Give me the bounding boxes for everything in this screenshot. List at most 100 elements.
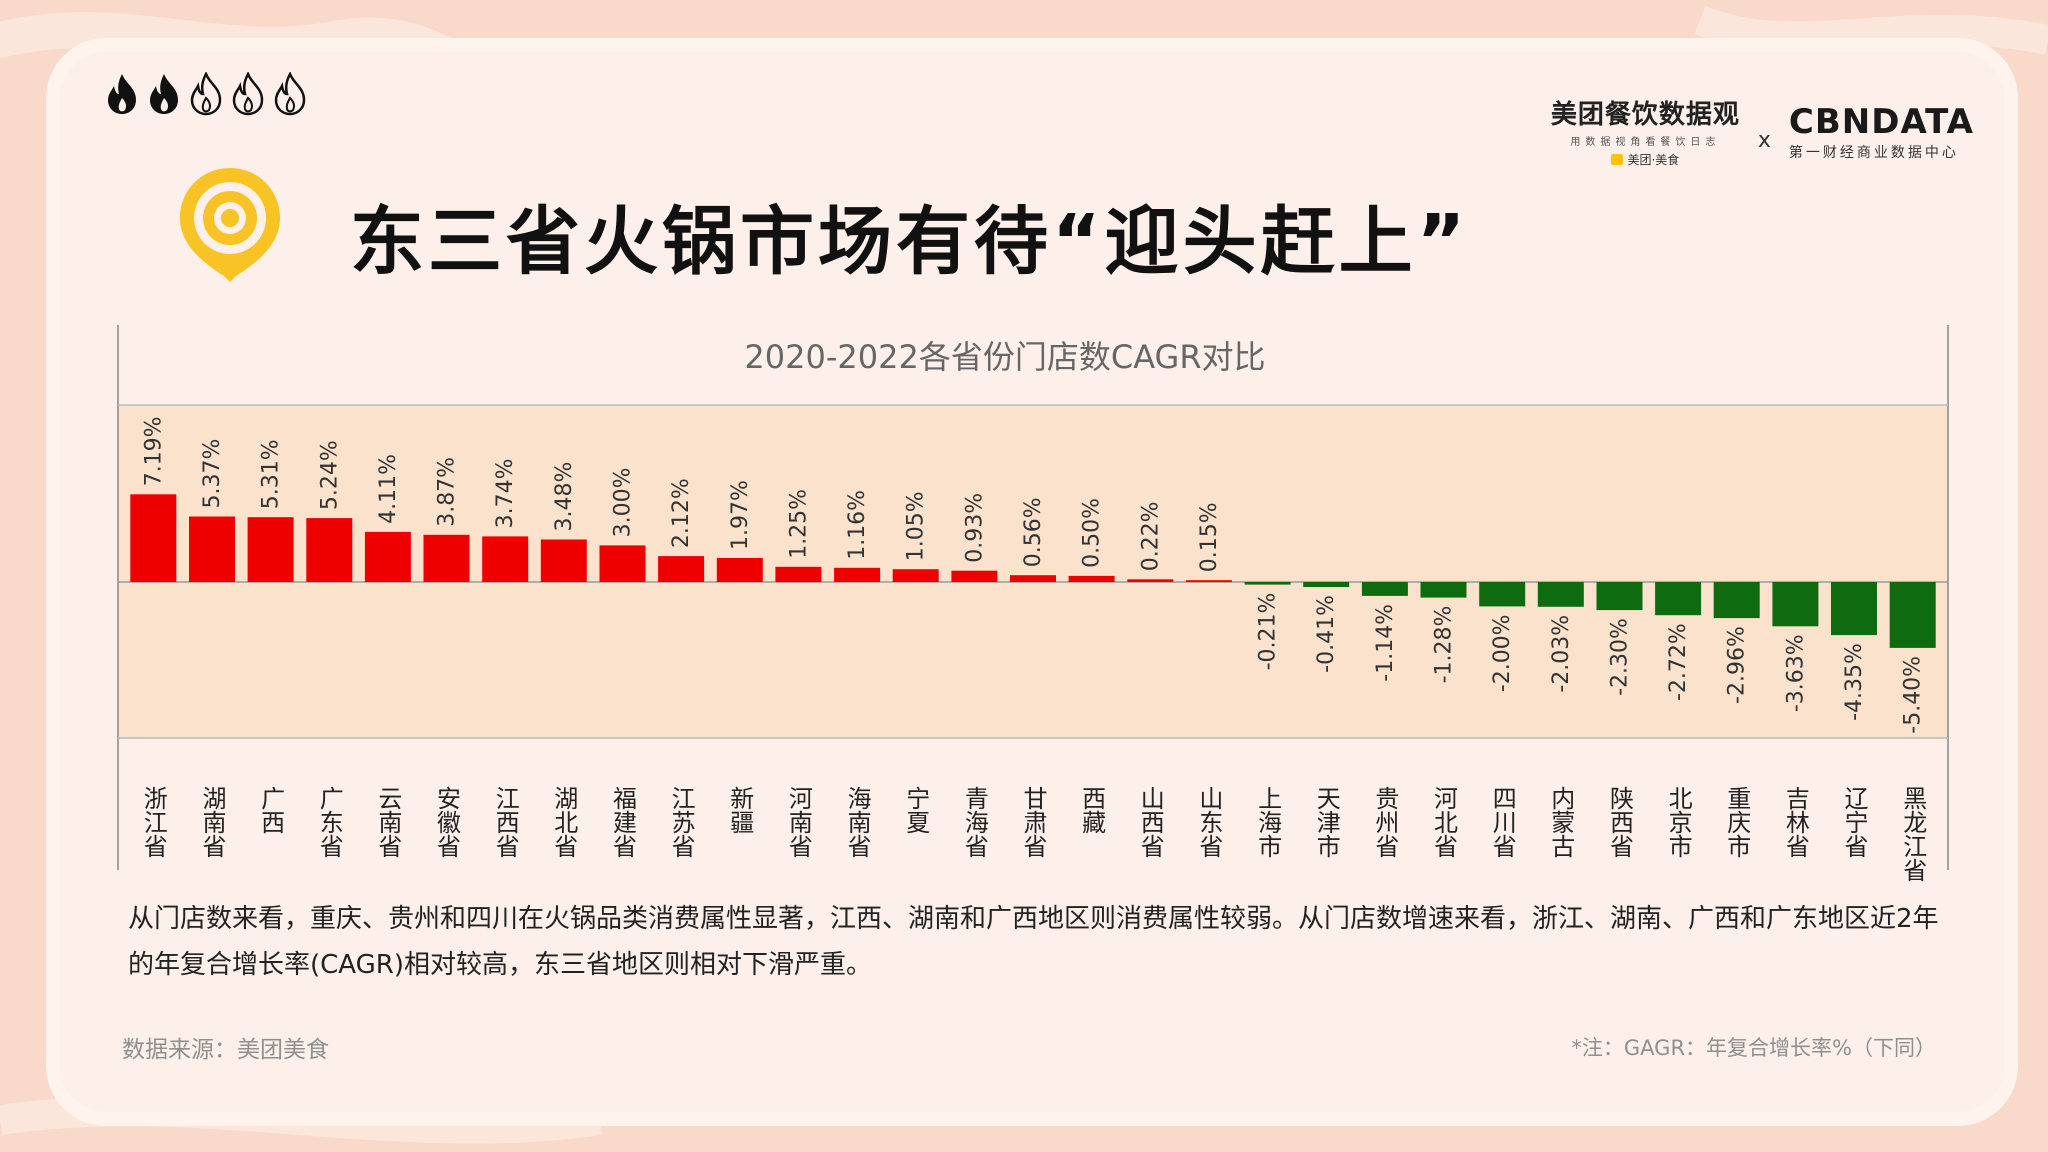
meituan-logo-main: 美团餐饮数据观 [1550, 100, 1740, 130]
value-label: 5.24% [317, 440, 342, 510]
value-label: -4.35% [1842, 643, 1867, 721]
value-label: 1.16% [845, 490, 870, 560]
category-label: 湖北省 [550, 786, 578, 858]
category-label: 青海省 [960, 786, 988, 858]
logo-separator: x [1757, 128, 1771, 153]
category-label: 河北省 [1430, 786, 1458, 858]
category-label: 安徽省 [433, 786, 461, 858]
category-label: 福建省 [609, 786, 637, 858]
bar [658, 556, 705, 582]
category-label: 山东省 [1195, 786, 1223, 858]
bar [1420, 582, 1467, 598]
fire-rating [104, 72, 308, 116]
value-labels-group: 7.19% 5.37% 5.31% 5.24% 4.11% 3.87% 3.74% 3.48%… [141, 416, 1925, 733]
value-label: 1.25% [786, 489, 811, 559]
meituan-logo-sub: 美团·美食 [1611, 151, 1679, 168]
bar [1479, 582, 1526, 607]
page-title: 东三省火锅市场有待“迎头赶上” [350, 199, 1470, 285]
value-label: 0.93% [962, 493, 987, 563]
bar [540, 539, 587, 582]
value-label: -0.41% [1314, 595, 1339, 673]
value-label: 4.11% [376, 454, 401, 524]
category-label: 西藏 [1078, 786, 1106, 834]
value-label: 0.50% [1080, 498, 1105, 568]
cbndata-logo-sub: 第一财经商业数据中心 [1788, 144, 1959, 161]
category-label: 浙江省 [139, 786, 167, 858]
value-label: 5.31% [259, 439, 284, 509]
category-label: 陕西省 [1606, 786, 1634, 858]
category-label: 辽宁省 [1840, 786, 1868, 858]
bar [1772, 582, 1819, 627]
data-source: 数据来源：美团美食 [122, 1037, 329, 1063]
bar [247, 517, 294, 582]
value-label: 1.97% [728, 480, 753, 550]
category-label: 上海市 [1254, 786, 1282, 858]
category-label: 重庆市 [1723, 786, 1751, 858]
bar [482, 536, 529, 582]
value-label: 0.56% [1021, 497, 1046, 567]
value-label: 0.15% [1197, 502, 1222, 572]
flame-filled-icon [108, 74, 136, 114]
category-label: 甘肃省 [1019, 786, 1047, 858]
bar [1537, 582, 1584, 607]
bar [1127, 579, 1174, 582]
footnote: *注：GAGR：年复合增长率%（下同） [1571, 1036, 1936, 1060]
value-label: -0.21% [1256, 593, 1281, 671]
bar [834, 567, 881, 582]
category-label: 四川省 [1488, 786, 1516, 858]
value-label: -1.28% [1432, 606, 1457, 684]
bar [1244, 582, 1291, 585]
bar [1596, 582, 1643, 611]
bar [775, 566, 822, 583]
flame-outline-icon [274, 72, 306, 116]
bar [716, 558, 763, 582]
bar [423, 534, 470, 582]
category-label: 内蒙古 [1547, 786, 1575, 858]
category-label: 北京市 [1664, 786, 1692, 858]
chart-title: 2020-2022各省份门店数CAGR对比 [744, 338, 1265, 376]
bars-group [130, 494, 1936, 648]
meituan-logo-sub-text: 美团·美食 [1627, 153, 1680, 167]
bar [599, 545, 646, 582]
value-label: 1.05% [904, 491, 929, 561]
bar [1068, 575, 1115, 582]
value-label: 3.48% [552, 462, 577, 532]
value-label: -2.72% [1666, 623, 1691, 701]
category-label: 宁夏 [902, 786, 930, 834]
bar [951, 570, 998, 582]
target-pin-icon [180, 168, 280, 282]
value-label: -2.03% [1549, 615, 1574, 693]
brand-logos: 美团餐饮数据观 用数据视角看餐饮日志 美团·美食 x CBNDATA 第一财经商… [1551, 94, 1974, 169]
bar [892, 569, 939, 582]
value-label: 2.12% [669, 478, 694, 548]
category-labels-group: 浙江省 湖南省 广西 广东省 云南省 安徽省 江西省 湖北省 福建省 江苏省 新疆 河南省 海南省 宁夏青… [139, 786, 1926, 882]
bar [1010, 575, 1056, 582]
plot-area [118, 405, 1948, 738]
bar [130, 494, 177, 582]
description-text: 从门店数来看，重庆、贵州和四川在火锅品类消费属性显著，江西、湖南和广西地区则消费… [128, 904, 1939, 980]
value-label: -1.14% [1373, 604, 1398, 682]
bar [1889, 582, 1936, 648]
bar [1831, 582, 1877, 636]
category-label: 江苏省 [667, 786, 695, 858]
bar [1185, 580, 1232, 582]
bar [189, 516, 235, 582]
category-label: 河南省 [784, 786, 812, 858]
cbndata-logo-main: CBNDATA [1788, 101, 1974, 142]
value-label: 0.22% [1138, 501, 1163, 571]
bar [1713, 582, 1760, 619]
meituan-badge-icon [1611, 154, 1624, 165]
category-label: 吉林省 [1781, 786, 1809, 858]
category-label: 天津市 [1312, 786, 1340, 858]
value-label: 3.74% [493, 459, 518, 529]
category-label: 云南省 [374, 786, 402, 858]
meituan-logo: 美团餐饮数据观 用数据视角看餐饮日志 美团·美食 [1551, 94, 1740, 169]
value-label: 5.37% [200, 439, 225, 509]
category-label: 海南省 [843, 786, 871, 858]
value-label: -2.96% [1725, 626, 1750, 704]
value-label: 3.00% [611, 468, 636, 538]
category-label: 广西 [257, 786, 285, 834]
meituan-logo-tagline: 用数据视角看餐饮日志 [1570, 137, 1721, 148]
bar [364, 531, 411, 582]
cbndata-logo: CBNDATA 第一财经商业数据中心 [1789, 102, 1974, 162]
